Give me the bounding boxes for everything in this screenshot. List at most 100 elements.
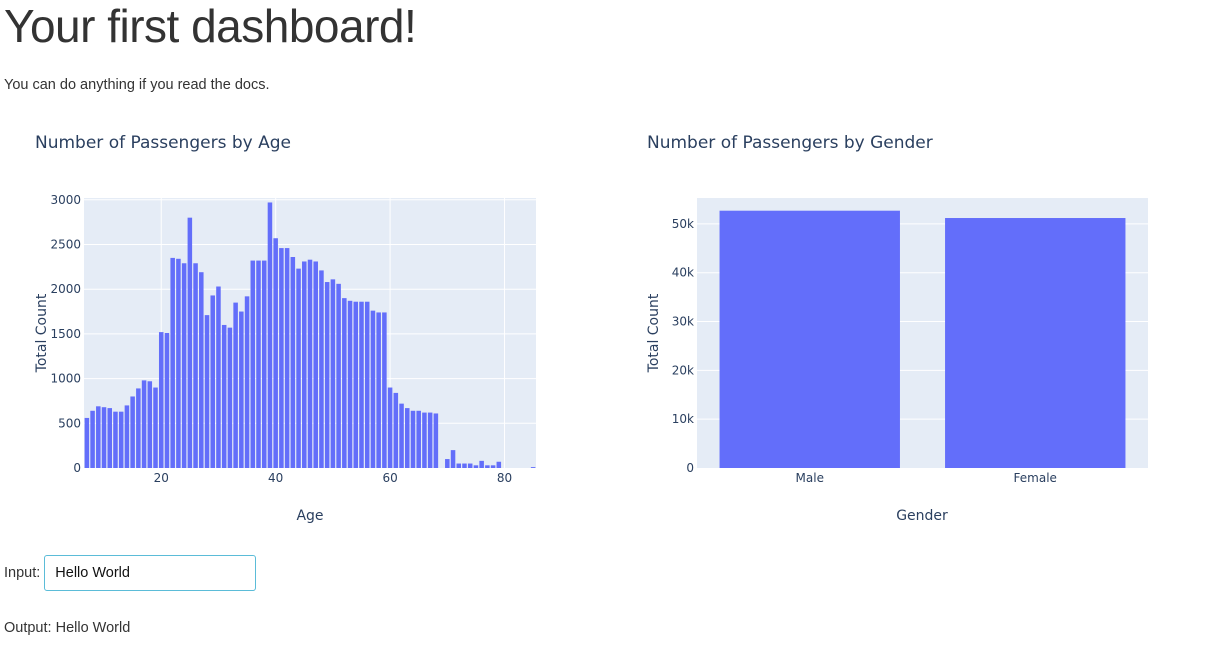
histogram-bar [422,412,427,468]
histogram-bar [164,333,170,468]
histogram-bar [382,312,387,468]
y-tick-label: 0 [73,461,81,475]
histogram-bar [158,332,164,468]
histogram-bar [261,260,267,468]
histogram-bar [187,217,193,468]
histogram-bar [107,408,113,468]
histogram-bar [199,272,204,468]
text-input[interactable] [44,555,257,591]
x-tick-label: 60 [382,471,397,485]
y-tick-label: 1500 [50,327,81,341]
y-tick-label: 50k [672,217,694,231]
histogram-bar [239,311,244,468]
y-axis-label: Total Count [646,293,662,373]
histogram-bar [307,259,313,468]
histogram-bar [462,463,467,468]
x-tick-label: 80 [497,471,512,485]
histogram-bar [118,411,124,468]
histogram-bar [90,410,95,468]
histogram-bar [530,467,536,468]
x-tick-label: Male [796,471,824,485]
gender-bar-chart: Number of Passengers by Gender 0 10k 20k 30… [612,118,1212,538]
histogram-bar [485,465,490,468]
histogram-bar [405,408,410,468]
y-tick-label: 0 [686,461,694,475]
histogram-bar [250,260,256,468]
age-histogram-svg: Number of Passengers by Age 0 500 1000 1500… [34,133,536,524]
histogram-bar [256,260,261,468]
y-tick-label: 2500 [50,237,81,251]
histogram-bar [370,310,376,468]
histogram-bar [399,403,404,468]
histogram-bar [427,412,433,468]
histogram-bar [84,417,90,468]
histogram-bar [473,465,479,468]
histogram-bar [324,282,330,468]
output-label: Output: [4,620,52,636]
histogram-bar [170,257,175,468]
y-axis-label: Total Count [34,293,50,373]
y-tick-label: 20k [672,363,694,377]
page-subtitle: You can do anything if you read the docs… [4,77,270,93]
histogram-bar [216,286,221,468]
y-tick-labels: 0 500 1000 1500 2000 2500 3000 [50,193,81,475]
histogram-bar [181,263,187,468]
histogram-bar [387,387,393,468]
y-tick-labels: 0 10k 20k 30k 40k 50k [672,217,694,475]
histogram-bar [353,301,359,468]
histogram-bar [176,258,181,468]
histogram-bar [193,263,198,468]
y-tick-label: 10k [672,412,694,426]
histogram-bar [393,392,399,468]
gender-bar-svg: Number of Passengers by Gender 0 10k 20k 30… [646,133,1148,524]
chart-title: Number of Passengers by Age [35,133,291,153]
x-tick-label: 20 [154,471,169,485]
histogram-bar [342,298,347,468]
x-tick-labels: 20 40 60 80 [154,471,513,485]
x-tick-labels: Male Female [796,471,1057,485]
histogram-bar [490,465,496,468]
bar-female [945,218,1126,468]
page-title: Your first dashboard! [4,0,417,52]
histogram-bar [302,261,307,468]
y-tick-label: 1000 [50,372,81,386]
bars [719,210,1126,468]
histogram-bar [496,461,502,468]
y-tick-label: 2000 [50,282,81,296]
histogram-bar [113,411,118,468]
histogram-bar [279,248,284,468]
histogram-bar [456,463,462,468]
histogram-bar [244,296,250,468]
histogram-bar [433,413,439,468]
histogram-bar [204,315,210,468]
y-tick-label: 40k [672,266,694,280]
x-tick-label: Female [1014,471,1057,485]
histogram-bar [416,410,421,468]
histogram-bar [233,302,238,468]
y-tick-label: 30k [672,315,694,329]
histogram-bar [330,279,336,468]
input-row: Input: [4,555,257,591]
histogram-bar [273,238,278,468]
histogram-bar [467,463,473,468]
histogram-bar [290,257,296,468]
histogram-bar [124,405,130,468]
histogram-bar [210,295,215,468]
histogram-bar [136,388,141,468]
y-tick-label: 500 [58,416,81,430]
input-label: Input: [4,565,41,581]
histogram-bar [347,300,353,468]
histogram-bar [450,450,456,468]
histogram-bar [101,407,107,468]
histogram-bar [96,406,101,468]
y-tick-label: 3000 [50,193,81,207]
bars [84,202,536,468]
chart-title: Number of Passengers by Gender [647,133,933,153]
x-axis-label: Age [296,508,323,524]
bar-male [719,210,900,468]
histogram-bar [227,327,233,468]
histogram-bar [364,301,370,468]
histogram-bar [296,268,301,468]
histogram-bar [153,387,158,468]
output-value: Hello World [55,620,131,636]
